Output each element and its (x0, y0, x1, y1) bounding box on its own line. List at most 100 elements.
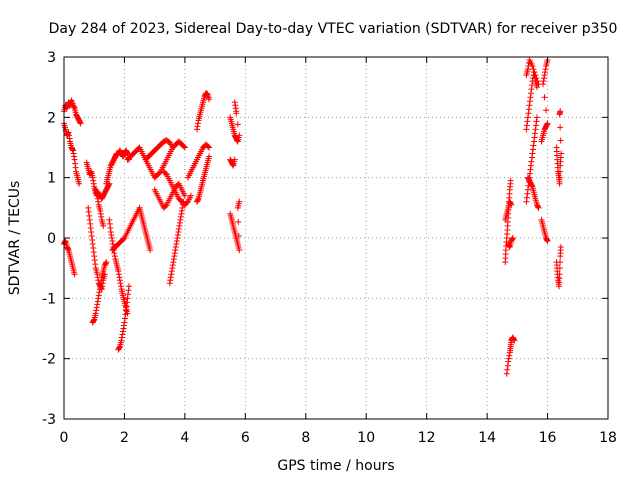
data-point (96, 289, 103, 296)
data-point (168, 268, 175, 275)
data-point (533, 114, 540, 121)
data-point (162, 202, 169, 209)
data-point (89, 241, 96, 248)
data-point (107, 224, 114, 231)
data-point (506, 243, 513, 250)
data-point (65, 129, 72, 136)
data-point (167, 277, 174, 284)
data-point (526, 102, 533, 109)
data-point (229, 161, 236, 168)
data-point (187, 192, 194, 199)
data-point (534, 78, 541, 85)
data-point (528, 86, 535, 93)
data-point (179, 204, 186, 211)
data-point (169, 144, 176, 151)
data-point (87, 169, 94, 176)
data-point (205, 143, 212, 150)
x-tick-label: 2 (120, 430, 129, 446)
data-point (162, 170, 169, 177)
data-point (505, 355, 512, 362)
data-point (87, 220, 94, 227)
data-point (523, 198, 530, 205)
y-tick-label: 2 (47, 110, 56, 126)
data-point (71, 104, 78, 111)
data-point (66, 132, 73, 139)
data-point (231, 99, 238, 106)
data-point (533, 84, 540, 91)
data-point (111, 250, 118, 257)
data-point (92, 310, 99, 317)
data-point (85, 208, 92, 215)
data-point (177, 213, 184, 220)
y-tick-label: -3 (42, 412, 56, 428)
data-point (544, 238, 551, 245)
data-point (85, 204, 92, 211)
data-point (116, 344, 123, 351)
y-tick-label: -1 (42, 291, 56, 307)
data-point (524, 118, 531, 125)
data-point (533, 75, 540, 82)
data-point (116, 277, 123, 284)
data-point (172, 244, 179, 251)
data-point (535, 204, 542, 211)
data-point (523, 126, 530, 133)
data-point (97, 280, 104, 287)
data-point (175, 228, 182, 235)
data-point (557, 244, 564, 251)
data-point (504, 366, 511, 373)
data-point (65, 246, 72, 253)
data-point (525, 110, 532, 117)
data-point (530, 138, 537, 145)
data-point (557, 124, 564, 131)
data-point (540, 78, 547, 85)
data-point (557, 168, 564, 175)
data-point (557, 137, 564, 144)
data-point (523, 122, 530, 129)
data-point (117, 283, 124, 290)
data-point (76, 180, 83, 187)
data-point (169, 262, 176, 269)
data-point (531, 134, 538, 141)
data-point (90, 180, 97, 187)
data-point (88, 232, 95, 239)
data-point (108, 235, 115, 241)
data-point (120, 325, 127, 332)
data-point (235, 218, 242, 225)
data-point (509, 236, 516, 243)
data-point (233, 108, 240, 115)
data-point (530, 142, 537, 149)
data-point (528, 154, 535, 161)
data-point (166, 280, 173, 287)
data-point (194, 196, 201, 203)
data-point (116, 274, 123, 281)
data-point (93, 307, 100, 314)
data-point (122, 307, 129, 314)
data-point (87, 224, 94, 231)
data-point (90, 249, 97, 256)
data-point (167, 274, 174, 281)
data-point (524, 114, 531, 121)
data-point (231, 156, 238, 163)
data-point (86, 216, 93, 223)
data-point (66, 135, 73, 142)
data-point (544, 120, 551, 127)
data-point (170, 256, 177, 263)
data-point (174, 231, 181, 238)
data-point (177, 216, 184, 223)
data-point (176, 219, 183, 226)
data-point (124, 295, 131, 302)
data-point (541, 94, 548, 101)
data-point (527, 166, 534, 173)
x-tick-label: 16 (539, 430, 557, 446)
data-point (118, 334, 125, 341)
data-point (544, 237, 551, 244)
y-tick-label: -2 (42, 352, 56, 368)
data-point (91, 253, 98, 260)
data-points (61, 57, 565, 377)
data-point (156, 169, 163, 176)
data-point (523, 194, 530, 201)
data-point (102, 260, 109, 267)
data-point (532, 72, 539, 79)
